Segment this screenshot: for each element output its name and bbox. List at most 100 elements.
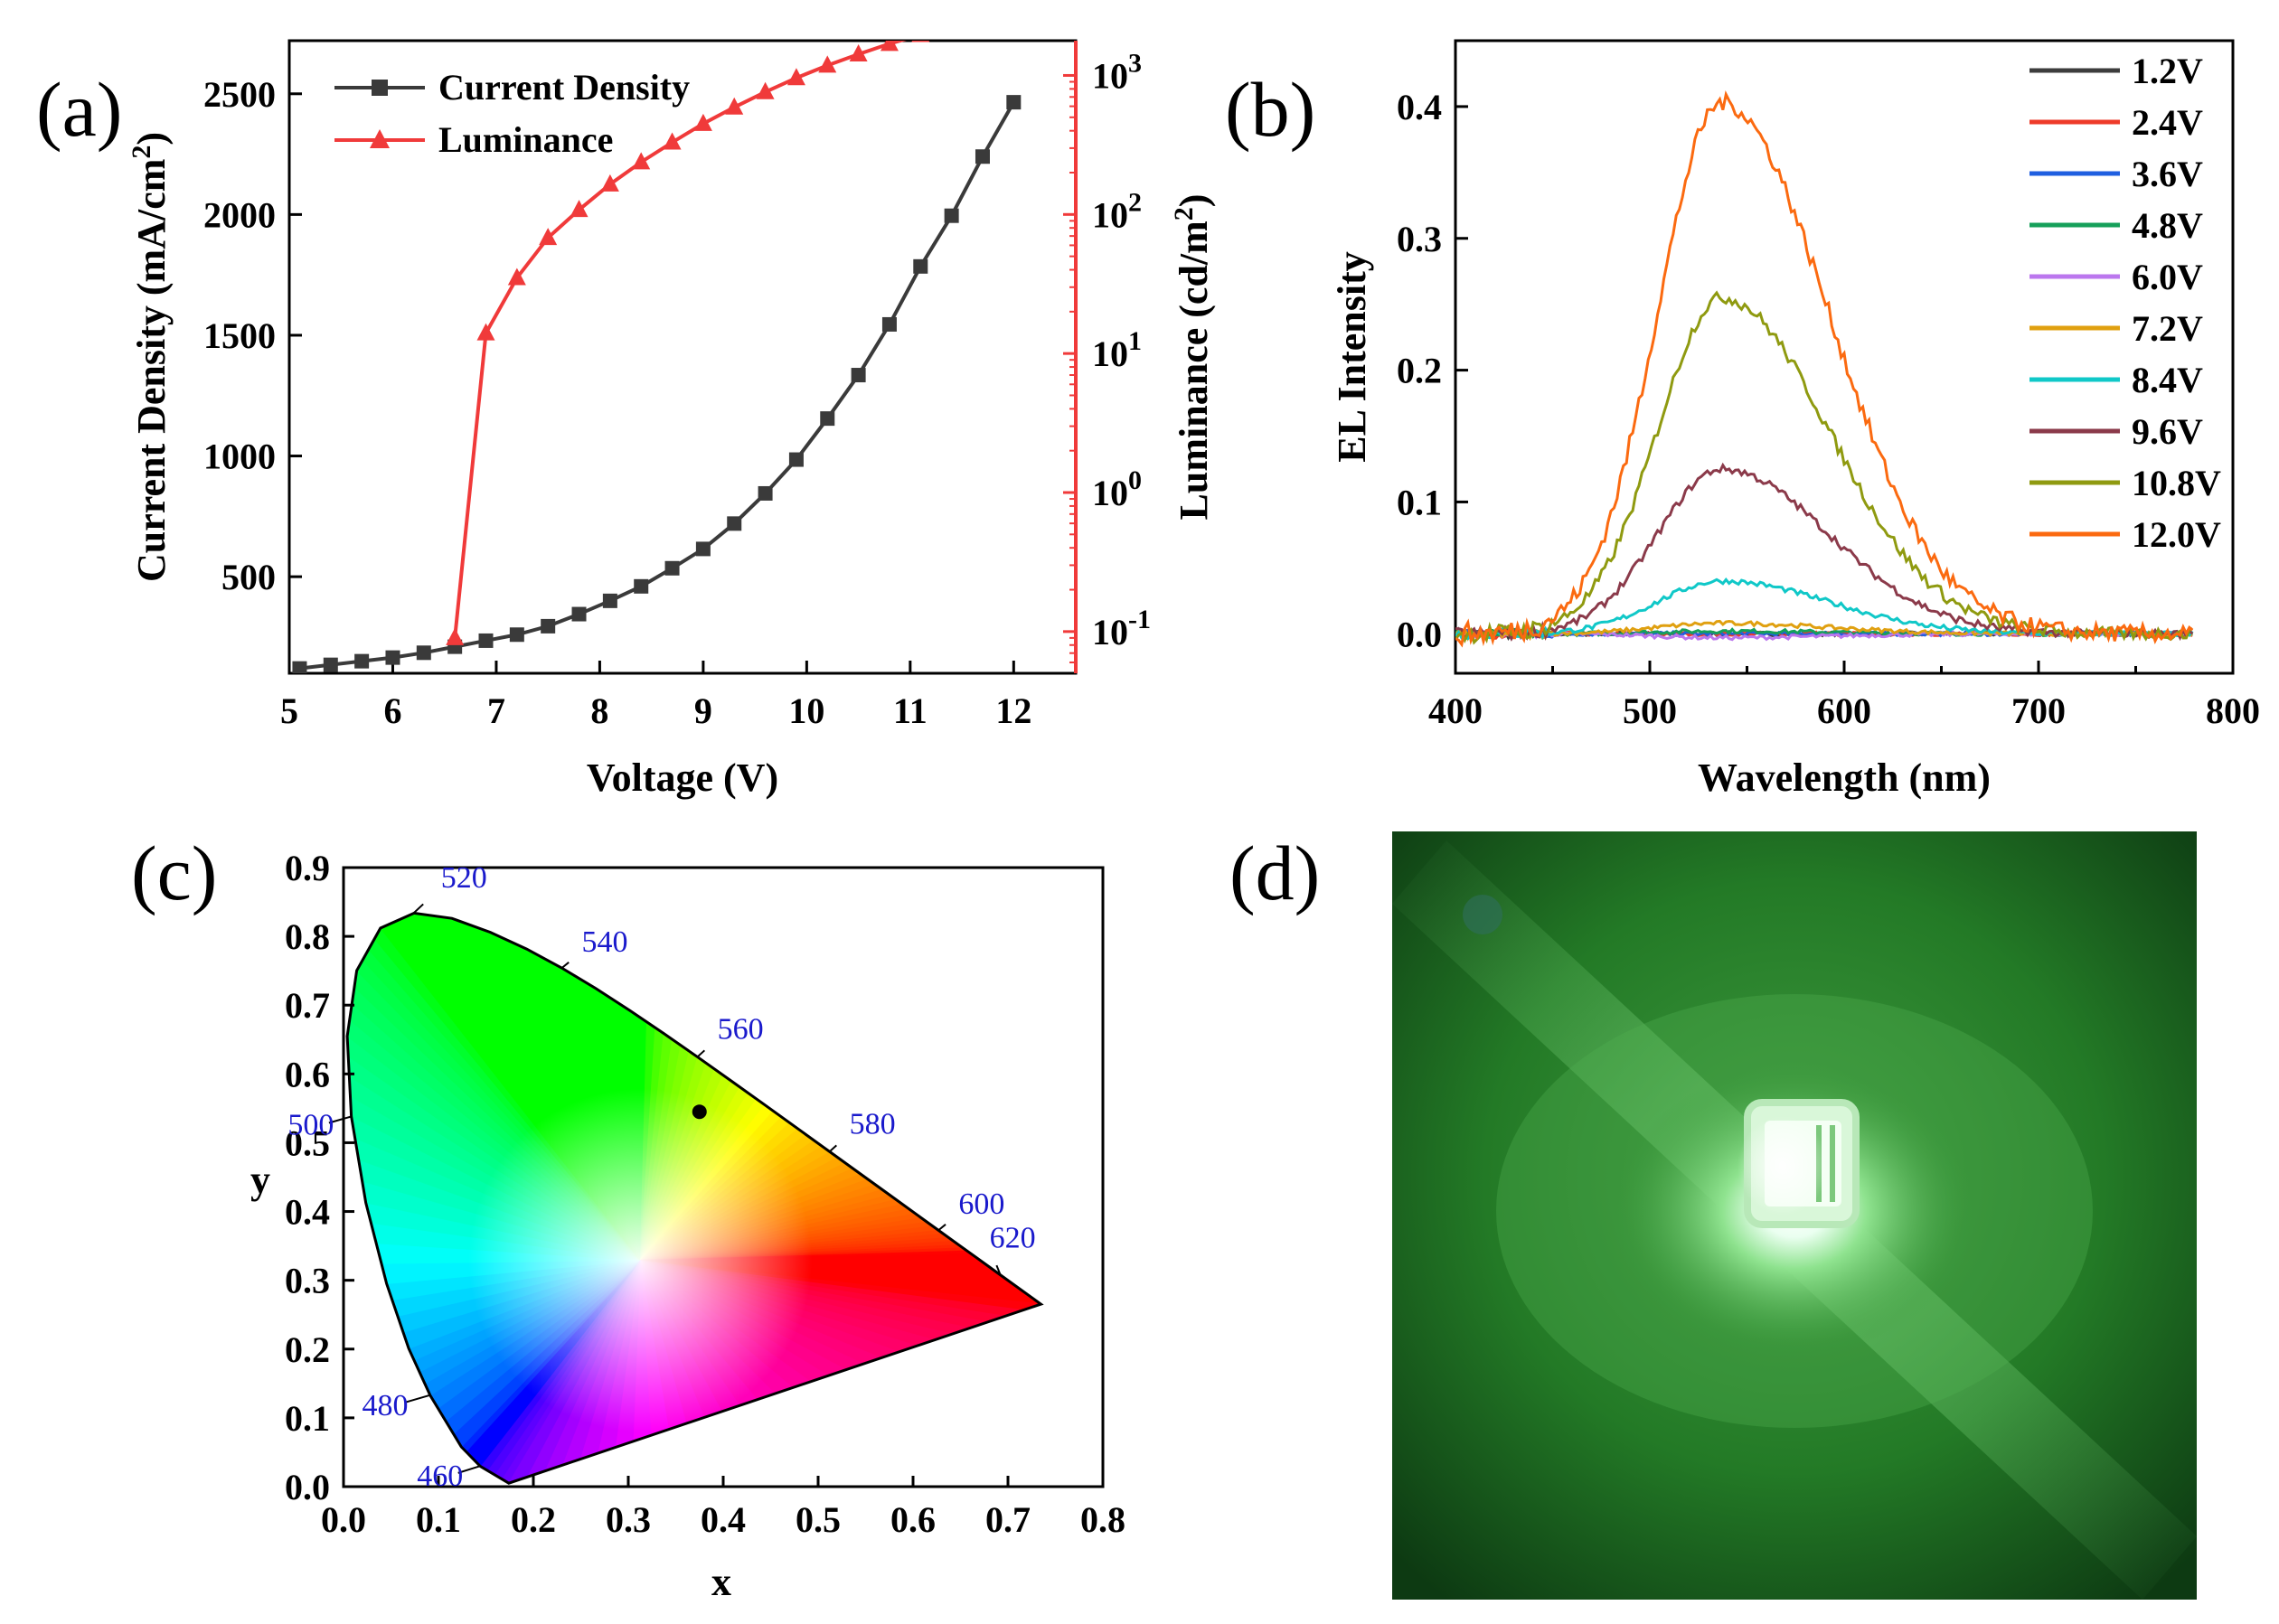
y2-tick-label: 101	[1092, 326, 1142, 374]
panel-a-ylabel: Current Density (mA/cm2)	[127, 132, 174, 582]
y-tick-label: 0.5	[285, 1122, 330, 1163]
cie-color-gamut	[347, 913, 1041, 1484]
current-density-point	[323, 657, 338, 672]
y-tick-label: 0.4	[1397, 87, 1442, 127]
legend-label-current-density: Current Density	[438, 67, 690, 108]
x-tick-label: 0.5	[796, 1499, 841, 1540]
spectrum-9-6v	[1455, 462, 2194, 643]
panel-a-label: (a)	[36, 66, 122, 153]
y-tick-label: 0.3	[1397, 219, 1442, 259]
luminance-point	[632, 152, 651, 170]
legend-label-4-8v: 4.8V	[2132, 205, 2203, 246]
current-density-point	[913, 258, 928, 274]
current-density-point	[820, 411, 835, 427]
spectral-locus	[345, 911, 1044, 1485]
spectrum-12-0v	[1455, 90, 2194, 648]
panel-b-ylabel: EL Intensity	[1330, 251, 1374, 463]
panel-b-series	[1455, 90, 2194, 648]
wavelength-tick-580	[828, 1144, 837, 1153]
luminance-point	[446, 627, 465, 645]
luminance-point	[539, 228, 558, 246]
y2-tick-label: 100	[1092, 465, 1142, 513]
wavelength-label-600: 600	[958, 1187, 1004, 1221]
x-tick-label: 700	[2011, 690, 2066, 731]
current-density-line	[299, 101, 1016, 671]
y-tick-label: 0.2	[1397, 351, 1442, 391]
x-tick-label: 10	[788, 690, 824, 731]
legend-label-2-4v: 2.4V	[2132, 102, 2203, 143]
panel-b-legend: 1.2V 2.4V 3.6V 4.8V 6.0V 7.2V 8.4V 9.6V 10.8V 12.…	[2029, 51, 2221, 555]
panel-d-photo: (d)	[1229, 830, 2197, 1600]
legend-label-10-8v: 10.8V	[2132, 463, 2221, 503]
wavelength-tick-480	[406, 1394, 430, 1403]
current-density-point	[354, 653, 370, 669]
legend-label-1-2v: 1.2V	[2132, 51, 2203, 91]
x-tick-label: 400	[1428, 690, 1483, 731]
luminance-point	[1004, 9, 1022, 26]
y-tick-label: 0.6	[285, 1054, 330, 1094]
luminance-point	[693, 113, 712, 131]
panel-a-y2label: Luminance (cd/m2)	[1169, 194, 1216, 521]
y-tick-label: 0.0	[285, 1467, 330, 1507]
x-tick-label: 0.4	[701, 1499, 746, 1540]
wavelength-label-560: 560	[718, 1012, 764, 1046]
wavelength-label-520: 520	[441, 861, 487, 895]
y-tick-label: 0.3	[285, 1261, 330, 1301]
current-density-point	[788, 452, 804, 467]
panel-b-label: (b)	[1225, 66, 1315, 153]
panel-c-chart: (c) 0.0 0.1 0.2 0.3 0.4 0.5 0.6 0.7 0.8 0.0 0.1 0.2…	[131, 830, 1125, 1604]
led-device-photo	[1392, 831, 2197, 1600]
current-density-point	[851, 368, 866, 383]
panel-c-ylabel: y	[250, 1158, 270, 1202]
legend-label-luminance: Luminance	[438, 119, 613, 160]
x-tick-label: 0.8	[1080, 1499, 1125, 1540]
current-density-point	[975, 149, 990, 164]
current-density-point	[478, 633, 494, 648]
luminance-point	[849, 44, 868, 62]
current-density-point	[541, 618, 556, 634]
wavelength-tick-560	[696, 1049, 706, 1058]
current-density-point	[1006, 95, 1022, 110]
y2-tick-label: 102	[1092, 187, 1142, 235]
y-tick-label: 2000	[203, 194, 276, 235]
x-tick-label: 0.1	[416, 1499, 461, 1540]
y-tick-label: 0.1	[1397, 482, 1442, 522]
x-tick-label: 8	[590, 690, 608, 731]
current-density-point	[385, 650, 400, 665]
current-density-point	[634, 578, 649, 594]
luminance-point	[974, 12, 992, 29]
current-density-point	[292, 661, 307, 673]
white-point-glow	[468, 1088, 813, 1432]
current-density-point	[602, 593, 617, 608]
current-density-point	[758, 485, 773, 501]
x-tick-label: 0.6	[890, 1499, 936, 1540]
panel-b-xlabel: Wavelength (nm)	[1698, 756, 1991, 800]
legend-label-7-2v: 7.2V	[2132, 308, 2203, 349]
luminance-point	[600, 174, 619, 192]
legend-marker-current-density	[372, 80, 388, 96]
luminance-point	[756, 81, 775, 99]
y-tick-label: 0.4	[285, 1192, 330, 1233]
legend-label-3-6v: 3.6V	[2132, 154, 2203, 194]
wavelength-label-620: 620	[990, 1222, 1036, 1255]
x-tick-label: 0.7	[985, 1499, 1031, 1540]
current-density-point	[416, 645, 431, 661]
panel-a-xlabel: Voltage (V)	[587, 756, 778, 800]
current-density-point	[571, 606, 587, 622]
y-tick-label: 1500	[203, 315, 276, 356]
chromaticity-point	[692, 1104, 707, 1120]
x-tick-label: 12	[995, 690, 1031, 731]
x-tick-label: 0.0	[321, 1499, 366, 1540]
luminance-point	[725, 97, 744, 115]
panel-c-ticks: 0.0 0.1 0.2 0.3 0.4 0.5 0.6 0.7 0.8 0.0 0.1 0.2 0.3 0…	[285, 848, 1125, 1540]
x-tick-label: 9	[694, 690, 712, 731]
wavelength-tick-540	[560, 962, 570, 969]
panel-b-chart: (b) 400 500 600 700 800 0.0 0.1 0.2 0.3 0.4 1.2V 2…	[1225, 39, 2260, 800]
wavelength-label-500: 500	[287, 1109, 334, 1142]
luminance-point	[476, 323, 495, 341]
x-tick-label: 500	[1623, 690, 1677, 731]
current-density-point	[695, 541, 711, 557]
luminance-point	[507, 268, 526, 286]
luminance-point	[911, 41, 930, 42]
